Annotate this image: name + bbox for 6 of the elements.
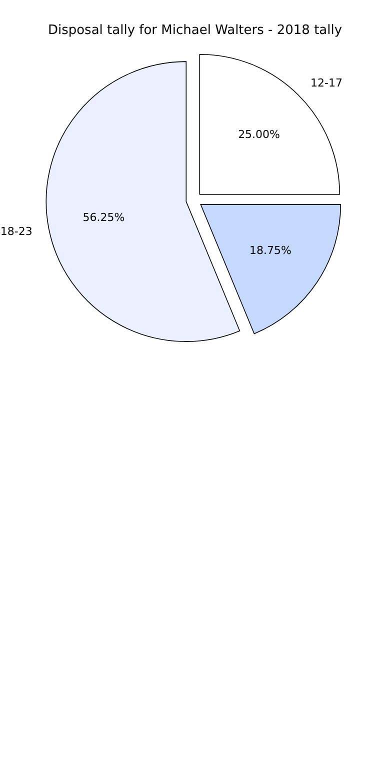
slice-label: 18-23: [0, 225, 32, 238]
data-label: 56.25%: [82, 210, 125, 224]
chart-title: Disposal tally for Michael Walters - 2018 tally: [48, 23, 342, 38]
data-label: 18.75%: [250, 244, 292, 258]
data-label: 25.00%: [238, 128, 280, 141]
slice-label: 12-17: [310, 76, 342, 90]
